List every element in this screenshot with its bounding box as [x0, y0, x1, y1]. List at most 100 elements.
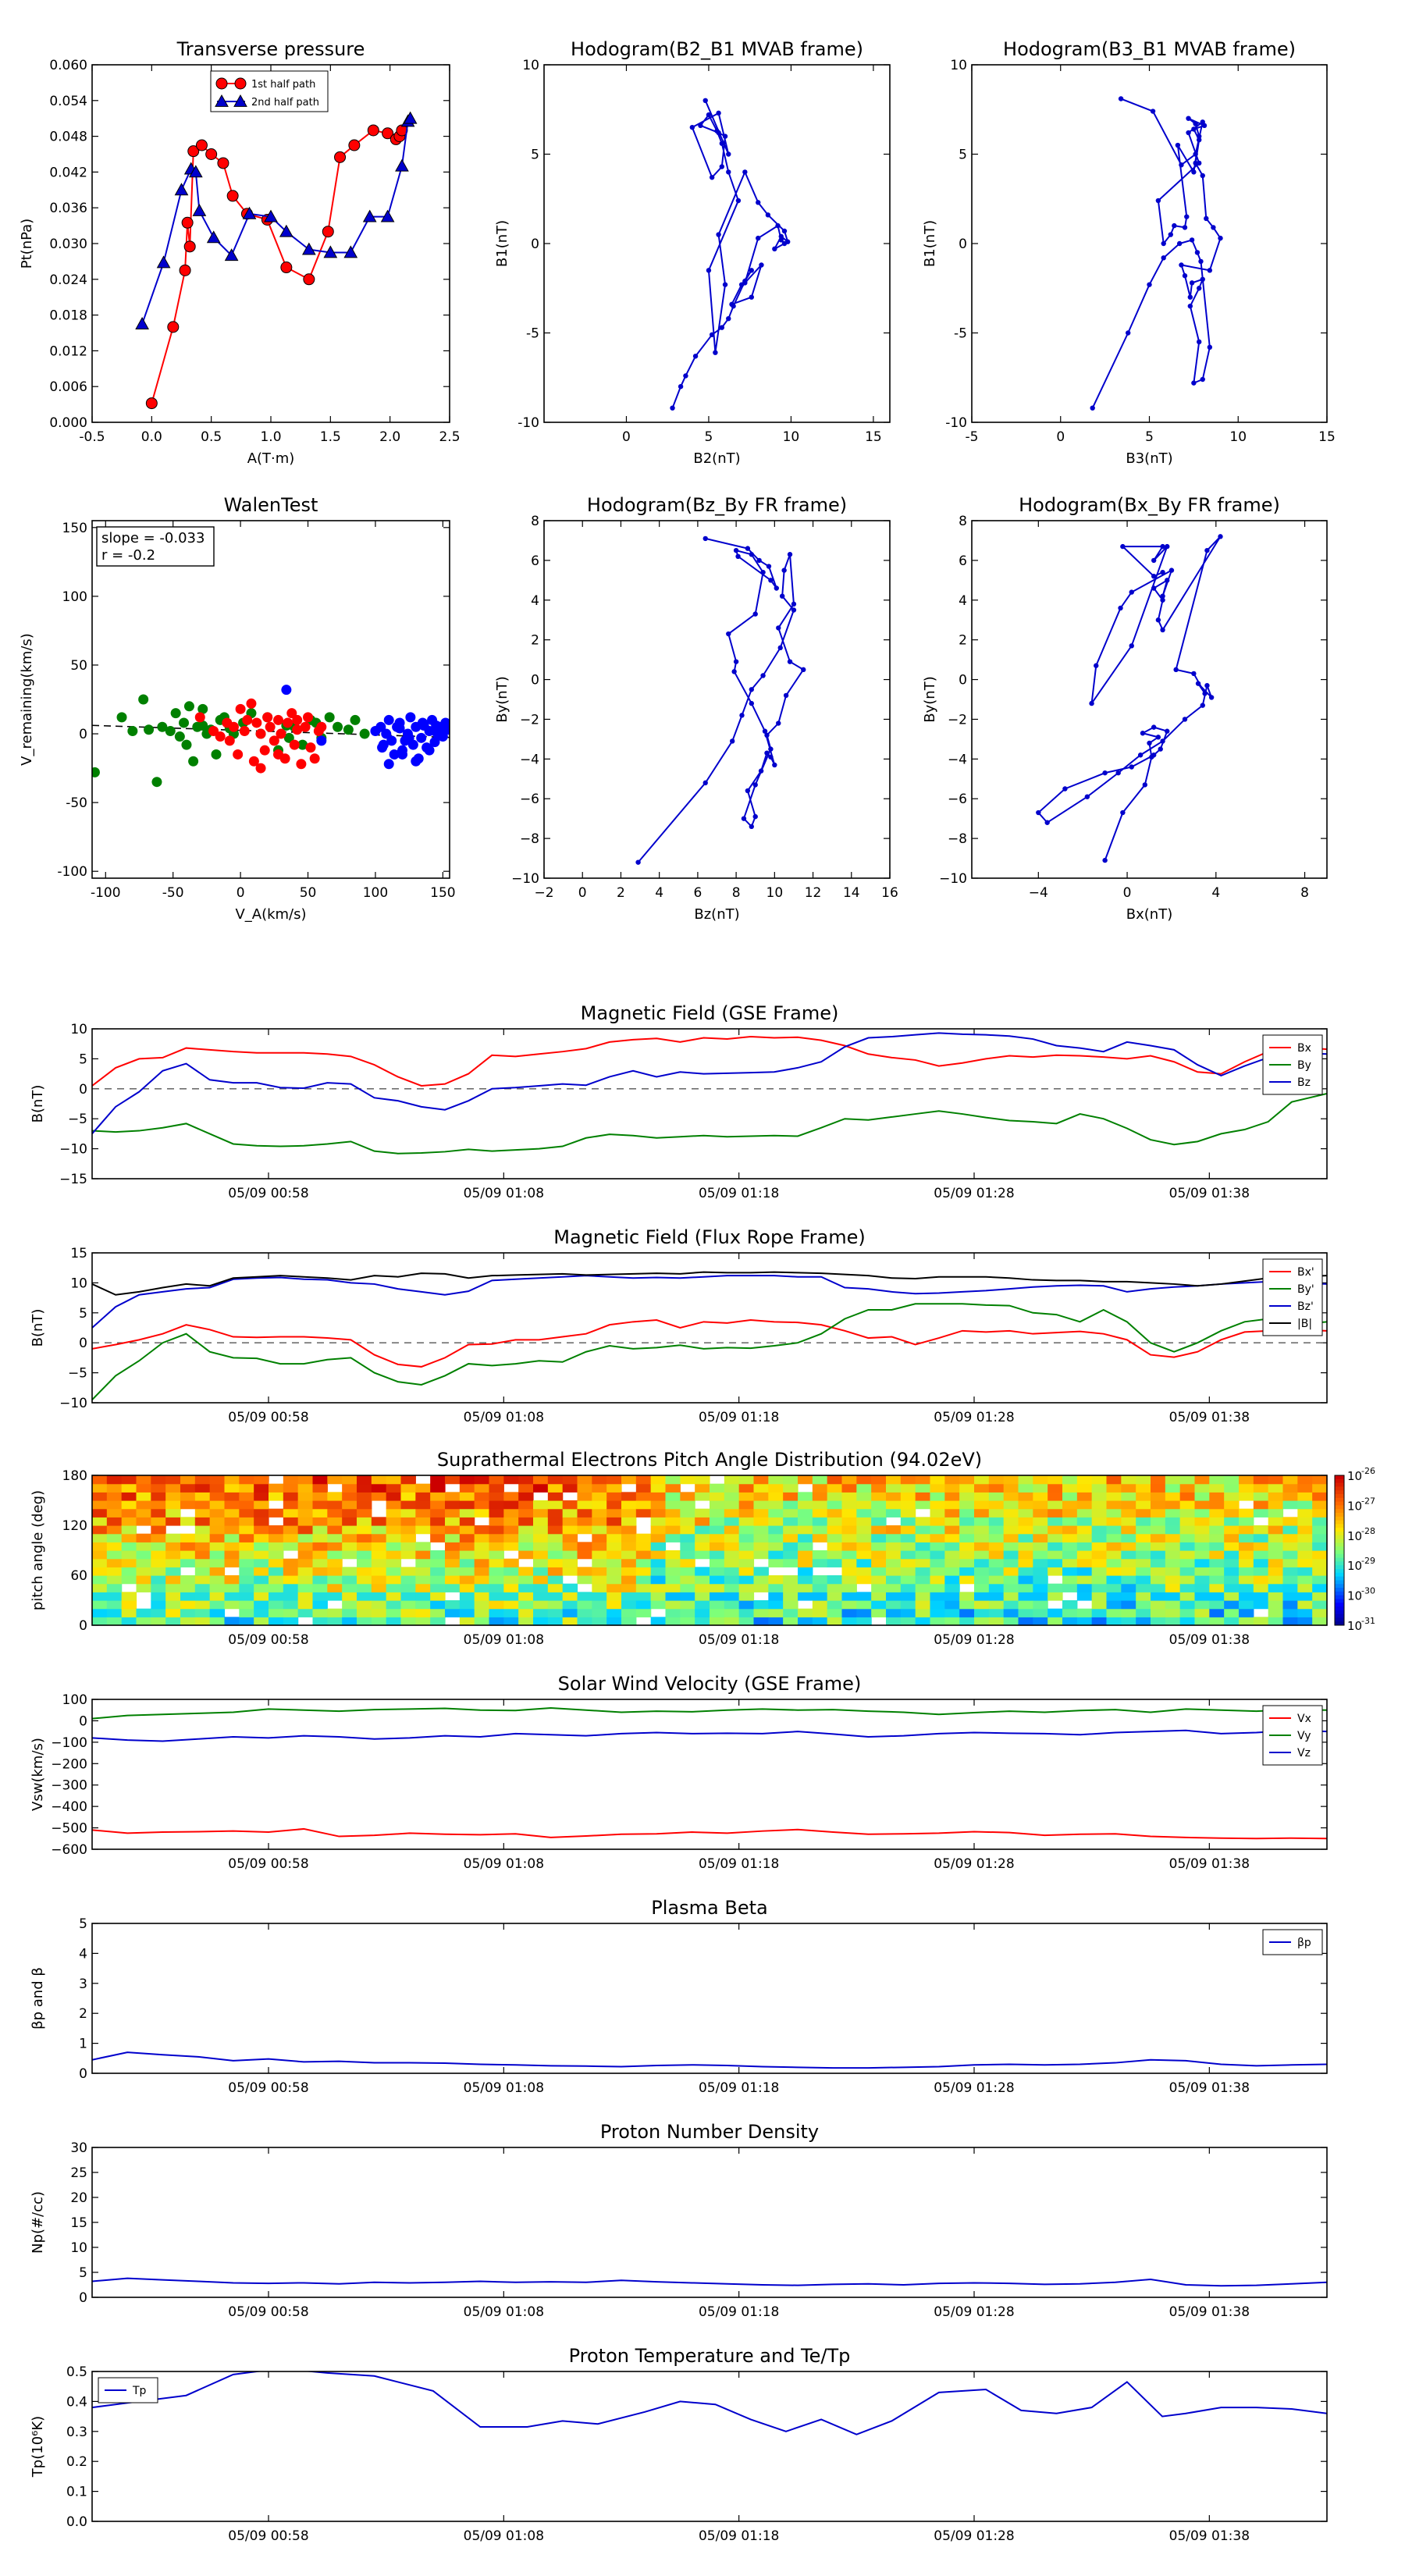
pad-cell — [533, 1500, 549, 1510]
pad-cell — [944, 1575, 960, 1585]
hxy-data-point — [1062, 786, 1068, 792]
pad-cell — [1253, 1483, 1269, 1493]
pad-cell — [856, 1525, 872, 1535]
pad-cell — [342, 1542, 357, 1551]
walen-data-point — [255, 763, 266, 774]
pad-cell — [386, 1617, 402, 1626]
pad-cell — [1239, 1533, 1254, 1542]
pad-cell — [92, 1492, 108, 1501]
pad-cell — [680, 1567, 695, 1576]
h31-title: Hodogram(B3_B1 MVAB frame) — [1003, 38, 1296, 60]
pad-cell — [1224, 1517, 1240, 1526]
np-xtick-label: 05/09 01:18 — [699, 2304, 779, 2320]
pad-cell — [1209, 1475, 1225, 1485]
hxy-data-point — [1160, 738, 1165, 744]
walen-data-point — [316, 721, 327, 732]
pad-colorbar-step — [1335, 1550, 1344, 1555]
pad-cell — [930, 1617, 945, 1626]
walen-data-point — [283, 732, 294, 743]
pad-cell — [547, 1517, 564, 1526]
walen-data-point — [197, 720, 208, 731]
pad-cell — [121, 1617, 137, 1626]
pad-cell — [959, 1608, 975, 1617]
pad-cell — [724, 1575, 740, 1585]
bgse-series-line — [92, 1032, 1327, 1135]
pad-cell — [518, 1575, 534, 1585]
hxy-ytick-label: 4 — [959, 593, 967, 609]
walen-data-point — [273, 749, 284, 760]
pad-cell — [106, 1533, 123, 1542]
pad-cell — [724, 1492, 740, 1501]
pad-cell — [1297, 1525, 1313, 1535]
pad-cell — [489, 1517, 504, 1526]
tp-xtick-label: -0.5 — [79, 429, 105, 445]
pad-cell — [283, 1567, 299, 1576]
h23-title: Hodogram(B2_B1 MVAB frame) — [571, 38, 863, 60]
pad-cell — [753, 1533, 769, 1542]
pad-colorbar-frame — [1334, 1475, 1345, 1626]
vsw-ytick-label: −600 — [51, 1842, 87, 1858]
pad-cell — [254, 1542, 269, 1551]
pad-cell — [710, 1558, 725, 1567]
h23-data-point — [716, 232, 721, 237]
pad-cell — [871, 1575, 887, 1585]
walen-data-point — [116, 712, 127, 723]
pad-cell — [445, 1550, 461, 1560]
walen-data-point — [429, 737, 440, 748]
pad-cell — [1165, 1517, 1181, 1526]
pad-cell — [283, 1525, 299, 1535]
pad-cell — [680, 1508, 695, 1517]
pad-cell — [1239, 1525, 1254, 1535]
pad-cell — [371, 1517, 387, 1526]
h23-data-point — [719, 141, 725, 146]
pad-cell — [489, 1608, 504, 1617]
hxy-data-point — [1151, 753, 1157, 758]
pad-cell — [254, 1492, 269, 1501]
pad-cell — [871, 1533, 887, 1542]
tp-legend-label: 1st half path — [251, 79, 315, 91]
pad-colorbar-step — [1335, 1576, 1344, 1581]
walen-data-point — [188, 756, 199, 767]
pad-cell — [489, 1508, 504, 1517]
tp-data-point — [302, 242, 316, 255]
pad-cell — [1106, 1542, 1122, 1551]
bfr-plot-frame — [91, 1252, 1328, 1404]
pad-cell — [680, 1542, 695, 1551]
pad-cell — [1106, 1533, 1122, 1542]
pad-cell — [121, 1492, 137, 1501]
pad-cell — [915, 1592, 931, 1601]
pad-cell — [1048, 1492, 1063, 1501]
pad-cell — [974, 1600, 990, 1610]
hzy-ytick-label: −6 — [520, 792, 539, 807]
pad-cell — [1179, 1525, 1196, 1535]
pad-cell — [665, 1508, 681, 1517]
pad-cell — [371, 1608, 387, 1617]
pad-cell — [1121, 1567, 1136, 1576]
pad-cell — [386, 1533, 402, 1542]
vsw-ytick-label: −400 — [51, 1799, 87, 1815]
hxy-data-point — [1202, 691, 1208, 696]
pad-cell — [503, 1500, 519, 1510]
h31-data-point — [1168, 232, 1174, 237]
pad-cell — [1018, 1575, 1033, 1585]
hxy-data-point — [1036, 809, 1041, 816]
h31-data-point — [1186, 116, 1191, 121]
pad-cell — [1076, 1492, 1093, 1501]
pad-cell — [606, 1567, 622, 1576]
pad-cell — [1048, 1475, 1063, 1485]
pad-cell — [518, 1475, 534, 1485]
pad-cell — [1239, 1492, 1254, 1501]
tpp-ytick-label: 0.0 — [66, 2514, 87, 2530]
beta-legend: βp — [1262, 1929, 1323, 1955]
pad-cell — [430, 1492, 446, 1501]
hzy-data-point — [735, 553, 741, 559]
pad-cell — [518, 1567, 534, 1576]
pad-cell — [342, 1575, 357, 1585]
pad-cell — [459, 1492, 475, 1501]
walen-xtick-label: 0 — [237, 885, 245, 901]
pad-cell — [165, 1475, 181, 1485]
pad-cell — [136, 1533, 151, 1542]
pad-cell — [415, 1550, 431, 1560]
pad-cell — [239, 1575, 254, 1585]
hzy-data-point — [777, 645, 783, 651]
